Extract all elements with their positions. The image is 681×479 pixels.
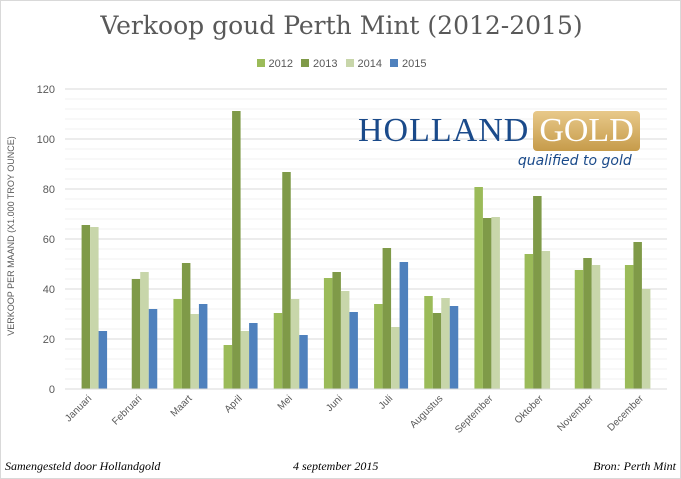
x-tick-label: Maart (169, 393, 195, 419)
legend-label: 2012 (268, 58, 294, 70)
y-tick-label: 60 (43, 234, 55, 246)
bar-2014-maart (190, 314, 199, 389)
bar-2014-november (591, 265, 601, 389)
x-tick-label: Mei (276, 393, 295, 412)
y-tick-label: 40 (43, 284, 55, 296)
legend-label: 2015 (401, 58, 427, 70)
bar-2013-augustus (432, 313, 442, 389)
bar-2014-mei (290, 299, 300, 389)
bar-2013-december (633, 242, 642, 389)
bar-2013-april (232, 111, 241, 389)
bar-2013-februari (131, 279, 141, 389)
legend-swatch (345, 59, 354, 67)
bar-2013-juni (332, 272, 341, 389)
logo-word-holland: HOLLAND (358, 112, 530, 149)
bar-2015-april (249, 323, 258, 389)
legend-item-2015: 2015 (389, 58, 427, 70)
x-tick-label: November (555, 393, 596, 434)
bar-2015-juli (399, 262, 409, 389)
bar-2014-oktober (541, 251, 551, 389)
x-tick-label: Augustus (408, 393, 445, 430)
bar-2015-maart (198, 304, 208, 389)
bar-2015-mei (299, 335, 308, 389)
x-tick-label: December (606, 393, 647, 434)
bar-2015-januari (98, 331, 108, 389)
legend-swatch (301, 59, 310, 67)
y-tick-label: 100 (37, 134, 55, 146)
bar-2015-juni (349, 312, 358, 389)
y-axis-label: VERKOOP PER MAAND (X1.000 TROY OUNCE) (6, 136, 16, 336)
legend-label: 2014 (357, 58, 382, 70)
legend-item-2012: 2012 (256, 58, 294, 70)
legend-swatch (256, 59, 265, 67)
bar-2012-augustus (424, 296, 433, 389)
bar-2015-februari (148, 309, 158, 389)
bar-2014-juni (340, 291, 350, 389)
bar-2012-juni (323, 278, 333, 389)
x-tick-label: Oktober (513, 393, 546, 426)
footer-source: Bron: Perth Mint (593, 459, 676, 473)
bar-2014-augustus (441, 298, 450, 389)
bar-2015-augustus (449, 306, 459, 389)
legend-item-2013: 2013 (301, 58, 338, 70)
x-tick-label: Februari (110, 393, 144, 427)
y-tick-label: 20 (43, 334, 55, 346)
y-tick-label: 0 (49, 384, 55, 396)
logo-tagline: qualified to gold (517, 153, 632, 169)
bar-2013-januari (81, 225, 91, 389)
x-tick-label: April (223, 393, 245, 415)
legend-swatch (389, 59, 398, 67)
legend-item-2014: 2014 (345, 58, 382, 70)
bar-2014-december (641, 289, 651, 389)
y-tick-label: 80 (43, 184, 55, 196)
footer-date: 4 september 2015 (293, 459, 379, 473)
chart-title: Verkoop goud Perth Mint (2012-2015) (100, 11, 583, 40)
bar-2013-oktober (533, 196, 542, 389)
x-tick-label: Juni (324, 393, 345, 414)
bar-2013-mei (282, 172, 291, 389)
bar-2012-december (624, 265, 634, 389)
x-tick-label: September (453, 393, 496, 436)
logo-word-gold: GOLD (533, 111, 640, 151)
y-tick-label: 120 (37, 84, 55, 96)
x-tick-label: Juli (377, 393, 395, 411)
footer-source-compiled: Samengesteld door Hollandgold (5, 459, 161, 473)
bar-2012-oktober (524, 254, 534, 389)
bar-2012-mei (273, 313, 283, 389)
hollandgold-logo: HOLLAND GOLD qualified to gold (358, 111, 640, 169)
bar-2013-juli (382, 248, 392, 389)
bar-2014-januari (90, 227, 99, 389)
bar-2014-april (240, 331, 250, 389)
bar-2014-februari (140, 272, 149, 389)
legend: 2012 2013 2014 2015 (1, 58, 680, 70)
bar-2014-september (491, 217, 500, 389)
bar-2012-april (223, 345, 233, 389)
x-tick-label: Januari (63, 393, 94, 424)
bar-2012-november (574, 270, 584, 389)
bar-2012-maart (173, 299, 182, 389)
bar-2014-juli (391, 327, 400, 389)
bar-2013-maart (181, 263, 191, 389)
bar-2012-juli (374, 304, 383, 389)
bar-2013-september (482, 218, 492, 389)
bar-2013-november (583, 258, 592, 389)
legend-label: 2013 (313, 58, 338, 70)
bar-2012-september (474, 187, 483, 389)
